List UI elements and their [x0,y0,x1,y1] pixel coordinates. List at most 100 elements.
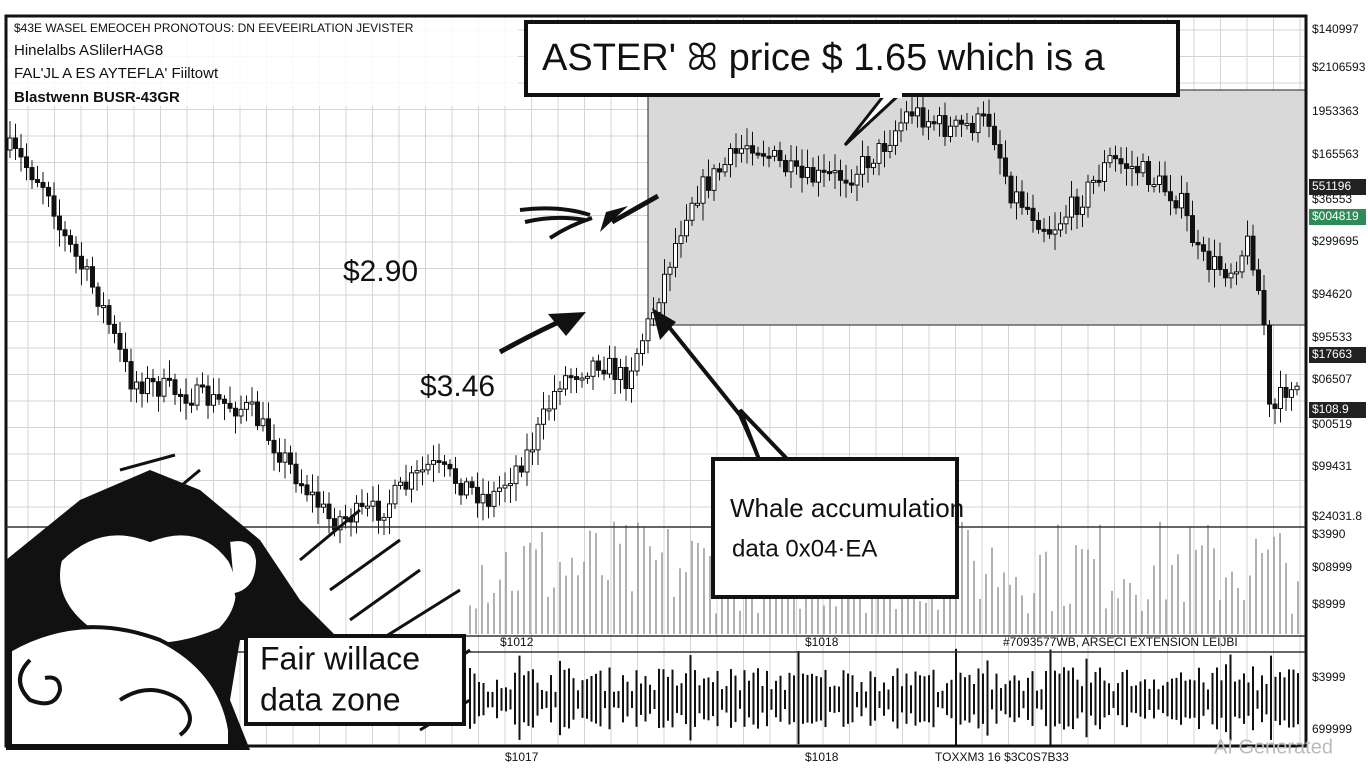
price-axis: $140997 $2106593 1953363 $165563 551196$3655… [1309,22,1366,736]
time-label: TOXXM3 16 $3C0S7B33 [935,750,1069,764]
candle-body [310,491,315,496]
candle-body [117,332,123,350]
arrow-head [600,206,628,232]
candle-body [728,148,733,166]
candle-body [689,202,695,221]
candle-body [293,463,299,485]
candle-body [1074,196,1080,215]
candle-body [997,144,1003,159]
candle-body [271,439,277,454]
candle-body [1201,244,1206,252]
candle-body [1025,206,1030,210]
candle-body [321,503,326,508]
candle-body [1223,269,1228,279]
candle-body [1113,155,1118,160]
candle-body [1091,179,1096,183]
candle-body [904,111,909,124]
y-tick-label: 551196 [1312,179,1351,193]
candle-body [1096,179,1102,183]
candle-body [530,449,535,453]
candle-body [1003,157,1008,177]
candle-body [755,152,761,156]
candle-body [909,111,915,117]
candle-body [387,503,392,518]
candle-body [695,202,700,206]
candle-body [73,243,79,257]
candle-body [1234,271,1239,275]
candle-body [673,243,678,268]
candle-body [1190,215,1195,243]
candle-body [1212,256,1217,270]
candle-body [722,164,728,173]
candle-body [959,119,964,125]
candle-body [1195,241,1201,246]
candle-body [1085,181,1091,208]
candle-body [51,195,57,217]
candle-body [711,168,717,191]
candle-body [1272,403,1278,409]
candle-body [854,173,860,186]
candle-body [717,168,722,173]
candle-body [1058,223,1063,231]
candle-body [1217,256,1223,271]
axis-tag [1309,209,1366,225]
candle-body [365,505,370,509]
oscillator [469,648,1299,747]
candles [7,95,1300,544]
y-tick-label: $108.9 [1312,402,1349,416]
candle-body [678,235,684,245]
candle-body [244,401,249,410]
candle-body [1278,386,1283,409]
candle-body [618,366,623,380]
candle-body [750,145,755,154]
y-tick-label: $99431 [1312,459,1352,473]
arrow-head [548,312,586,336]
candle-body [849,182,854,186]
candle-body [40,181,46,188]
candle-body [431,460,436,465]
y-tick-label: $165563 [1312,147,1359,161]
candle-body [458,482,464,496]
axis-tag [1309,347,1366,363]
candle-body [986,113,992,127]
candle-body [266,418,271,441]
candle-body [700,176,706,204]
candle-body [464,481,469,496]
candle-body [392,484,398,505]
candle-body [1250,235,1256,271]
candle-body [1047,229,1052,235]
candle-body [332,518,337,531]
candle-body [469,481,475,488]
candle-body [645,318,651,342]
price-label: $2.90 [343,255,418,288]
candle-body [513,465,519,485]
y-tick-label: $3990 [1312,527,1346,541]
candle-body [634,353,640,372]
candle-body [1129,165,1135,169]
candle-body [1162,175,1168,193]
candle-body [1107,155,1113,164]
candle-body [216,394,222,400]
candle-body [1063,216,1069,225]
candle-body [112,323,117,334]
candle-body [381,516,387,521]
candle-body [1228,272,1234,279]
y-tick-label: $299695 [1312,234,1359,248]
candle-body [568,375,574,379]
candle-body [832,170,838,174]
candle-body [398,481,403,486]
zone-text: data zone [260,681,401,717]
candle-body [370,500,376,507]
candle-body [1151,183,1157,187]
candle-body [739,148,744,154]
candle-body [612,357,618,380]
header-line: FAL'JL A ES AYTEFLA' Fiiltowt [14,65,219,82]
candle-body [128,361,134,390]
candle-body [992,125,997,146]
title: ASTER' ꕤ price $ 1.65 which is a [542,37,1106,79]
candle-body [772,150,777,157]
candle-body [733,148,739,154]
candle-body [684,219,689,237]
watermark: AI Generated [1214,736,1333,758]
